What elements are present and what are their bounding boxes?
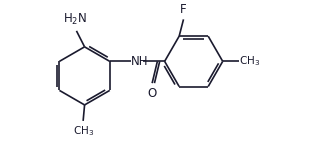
Text: F: F (180, 3, 187, 16)
Text: NH: NH (131, 55, 149, 68)
Text: CH$_3$: CH$_3$ (239, 54, 260, 68)
Text: H$_2$N: H$_2$N (63, 12, 87, 27)
Text: O: O (147, 87, 157, 100)
Text: CH$_3$: CH$_3$ (72, 124, 94, 138)
